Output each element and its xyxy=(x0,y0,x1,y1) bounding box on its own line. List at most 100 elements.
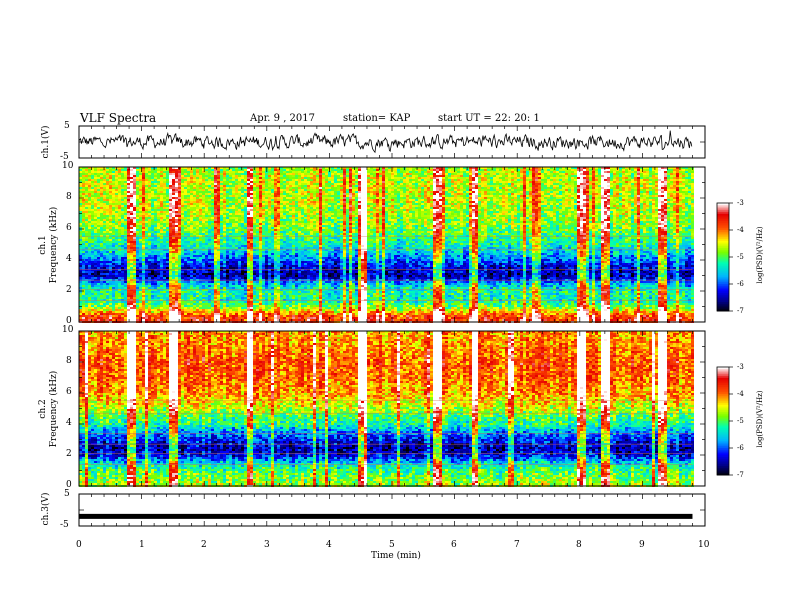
ch1-spectrogram-cell xyxy=(199,221,202,223)
ch1-spectrogram-cell xyxy=(229,205,232,207)
ch1-spectrogram-cell xyxy=(157,271,160,273)
ch1-spectrogram-cell xyxy=(193,189,196,191)
ch1-spectrogram-cell xyxy=(184,263,187,265)
ch1-spectrogram-cell xyxy=(100,277,103,279)
ch1-spectrogram-cell xyxy=(103,197,106,199)
ch1-spectrogram-cell xyxy=(190,257,193,259)
ch1-spectrogram-cell xyxy=(220,181,223,183)
ch1-spectrogram-cell xyxy=(253,251,256,253)
ch1-spectrogram-cell xyxy=(166,243,169,245)
ch1-spectrogram-cell xyxy=(166,263,169,265)
ch1-spectrogram-cell xyxy=(112,205,115,207)
ch1-spectrogram-cell xyxy=(217,229,220,231)
ch1-spectrogram-cell xyxy=(199,309,202,311)
ch1-spectrogram-cell xyxy=(187,273,190,275)
ch1-spectrogram-cell xyxy=(82,311,85,313)
ch1-spectrogram-cell xyxy=(241,301,244,303)
ch1-spectrogram-cell xyxy=(184,233,187,235)
ch1-spectrogram-cell xyxy=(112,221,115,223)
ch1-spectrogram-cell xyxy=(169,275,172,277)
ch1-spectrogram-cell xyxy=(256,309,259,311)
ch1-spectrogram-cell xyxy=(220,229,223,231)
ch1-spectrogram-cell xyxy=(181,211,184,213)
ch1-spectrogram-cell xyxy=(133,251,136,253)
ch1-spectrogram-cell xyxy=(154,283,157,285)
ch1-spectrogram-cell xyxy=(247,203,250,205)
ch1-spectrogram-cell xyxy=(115,187,118,189)
ch1-spectrogram-cell xyxy=(202,267,205,269)
ch1-spectrogram-cell xyxy=(208,191,211,193)
ch1-spectrogram-cell xyxy=(121,227,124,229)
ch1-spectrogram-cell xyxy=(211,211,214,213)
ch1-spectrogram-cell xyxy=(199,175,202,177)
ch1-spectrogram-cell xyxy=(214,285,217,287)
ch1-spectrogram-cell xyxy=(121,187,124,189)
ch1-spectrogram-cell xyxy=(157,183,160,185)
ch1-spectrogram-cell xyxy=(133,171,136,173)
ch1-spectrogram-cell xyxy=(118,275,121,277)
ch1-spectrogram-cell xyxy=(244,213,247,215)
ch1-spectrogram-cell xyxy=(235,253,238,255)
ch1-spectrogram-cell xyxy=(139,243,142,245)
ch1-spectrogram-cell xyxy=(169,315,172,317)
ch1-spectrogram-cell xyxy=(112,217,115,219)
ch1-spectrogram-cell xyxy=(178,221,181,223)
ch1-spectrogram-cell xyxy=(160,193,163,195)
ch1-spectrogram-cell xyxy=(106,283,109,285)
ch1-spectrogram-cell xyxy=(172,209,175,211)
ch1-spectrogram-cell xyxy=(112,313,115,315)
ch1-spectrogram-cell xyxy=(259,203,262,205)
ch1-spectrogram-cell xyxy=(106,291,109,293)
ch1-spectrogram-cell xyxy=(127,193,130,195)
ch1-spectrogram-cell xyxy=(175,317,178,319)
ch1-spectrogram-cell xyxy=(199,219,202,221)
ch1-spectrogram-cell xyxy=(91,311,94,313)
ch1-spectrogram-cell xyxy=(235,303,238,305)
ch1-spectrogram-cell xyxy=(265,185,268,187)
ch1-spectrogram-cell xyxy=(94,189,97,191)
ch1-spectrogram-cell xyxy=(139,291,142,293)
ch1-spectrogram-cell xyxy=(166,181,169,183)
ch1-spectrogram-cell xyxy=(241,189,244,191)
ch1-spectrogram-cell xyxy=(184,255,187,257)
ch1-spectrogram-cell xyxy=(175,275,178,277)
ch1-spectrogram-cell xyxy=(154,255,157,257)
ch1-spectrogram-cell xyxy=(139,309,142,311)
ch1-spectrogram-cell xyxy=(187,237,190,239)
ch1-spectrogram-cell xyxy=(208,267,211,269)
ch1-spectrogram-cell xyxy=(235,267,238,269)
ch1-spectrogram-cell xyxy=(238,193,241,195)
ch1-spectrogram-cell xyxy=(148,231,151,233)
ch1-spectrogram-cell xyxy=(172,319,175,321)
ch1-spectrogram-cell xyxy=(208,253,211,255)
ch1-spectrogram-cell xyxy=(88,263,91,265)
ch1-spectrogram-cell xyxy=(148,247,151,249)
ch1-spectrogram-cell xyxy=(130,241,133,243)
ch1-spectrogram-cell xyxy=(157,195,160,197)
ch1-spectrogram-cell xyxy=(85,319,88,321)
ch1-spectrogram-cell xyxy=(172,177,175,179)
ch1-spectrogram-cell xyxy=(193,277,196,279)
ch1-spectrogram-cell xyxy=(202,201,205,203)
ch1-spectrogram-cell xyxy=(256,169,259,171)
ch1-spectrogram-cell xyxy=(163,243,166,245)
ch1-spectrogram-cell xyxy=(121,189,124,191)
ch1-spectrogram-cell xyxy=(262,227,265,229)
ch1-spectrogram-cell xyxy=(148,195,151,197)
ch1-spectrogram-cell xyxy=(154,211,157,213)
ch1-spectrogram-cell xyxy=(202,291,205,293)
ch1-spectrogram-cell xyxy=(106,307,109,309)
ch1-spectrogram-cell xyxy=(259,207,262,209)
ch1-spectrogram-cell xyxy=(148,259,151,261)
ch1-spectrogram-cell xyxy=(160,243,163,245)
ch1-spectrogram-cell xyxy=(154,201,157,203)
ch1-spectrogram-cell xyxy=(229,173,232,175)
ch1-spectrogram-cell xyxy=(247,229,250,231)
ch1-spectrogram-cell xyxy=(142,213,145,215)
ch1-spectrogram-cell xyxy=(235,313,238,315)
ch1-spectrogram-cell xyxy=(133,179,136,181)
ch1-spectrogram-cell xyxy=(145,217,148,219)
ch1-spectrogram-cell xyxy=(211,237,214,239)
ch1-spectrogram-cell xyxy=(247,265,250,267)
ch1-spectrogram-cell xyxy=(214,275,217,277)
